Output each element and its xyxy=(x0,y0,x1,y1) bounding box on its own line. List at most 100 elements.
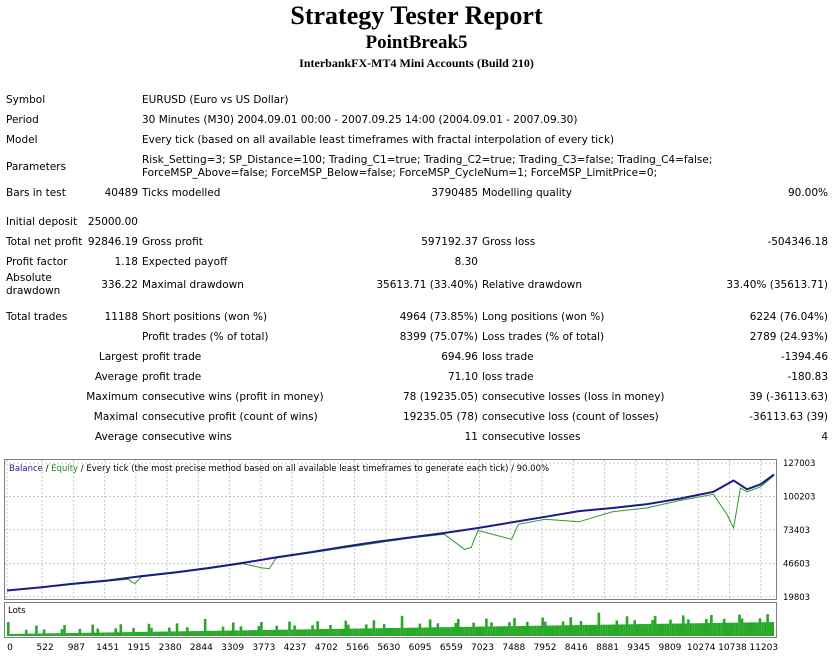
max-wins-label: consecutive wins (profit in money) xyxy=(142,391,324,403)
lots-bar xyxy=(449,627,452,636)
lots-bar xyxy=(242,630,245,636)
x-tick-label: 10738 xyxy=(718,643,747,653)
lots-bar xyxy=(750,622,754,636)
lots-bar xyxy=(265,629,268,636)
lots-bar xyxy=(730,622,734,636)
lots-bar xyxy=(147,623,151,636)
lots-bar xyxy=(55,633,59,636)
lots-bar xyxy=(70,633,74,636)
lots-bar xyxy=(469,626,473,636)
x-tick-label: 7023 xyxy=(471,643,494,653)
x-tick-label: 1915 xyxy=(127,643,150,653)
lots-bar xyxy=(740,618,744,636)
x-tick-label: 1451 xyxy=(96,643,119,653)
model-row: Model Every tick (based on all available… xyxy=(4,130,830,150)
reldd-value: 33.40% (35613.71) xyxy=(726,279,829,291)
x-tick-label: 6095 xyxy=(409,643,432,653)
average-profit-label: profit trade xyxy=(142,371,202,383)
lots-bar xyxy=(344,620,348,636)
lots-bar xyxy=(185,627,189,636)
chart-legend: Balance / Equity / Every tick (the most … xyxy=(9,464,549,474)
x-axis: 0 522 987 1451 1915 2380 2844 3309 3773 4237 4702 5… xyxy=(7,643,778,653)
lots-bar xyxy=(127,632,130,636)
lots-bar xyxy=(96,628,100,636)
lots-bar xyxy=(600,624,603,636)
lots-bar xyxy=(526,621,529,636)
lots-bar xyxy=(733,622,736,636)
trades-value: 11188 xyxy=(104,311,138,323)
lots-bar xyxy=(651,619,654,636)
lots-bar xyxy=(137,631,140,636)
deposit-row: Initial deposit 25000.00 xyxy=(4,212,830,232)
lots-bar xyxy=(679,623,683,636)
maximal-profit-label: consecutive profit (count of wins) xyxy=(142,411,318,423)
lots-label: Lots xyxy=(8,606,26,616)
row-label: Parameters xyxy=(6,160,67,173)
lots-bar xyxy=(513,618,516,636)
lots-bar xyxy=(104,632,107,636)
lots-bar xyxy=(175,623,179,636)
max-losses-label: consecutive losses (loss in money) xyxy=(482,391,665,403)
lots-bar xyxy=(656,623,659,636)
row-label: Profit factor xyxy=(6,256,68,268)
lots-bar xyxy=(42,629,46,636)
lots-bar xyxy=(623,624,626,636)
lots-bar xyxy=(83,632,87,636)
lots-bar xyxy=(9,633,13,636)
lots-bar xyxy=(142,631,146,636)
lots-bar xyxy=(707,623,711,636)
lots-bar xyxy=(464,626,468,636)
lots-bar xyxy=(334,628,337,636)
lots-bar xyxy=(577,625,580,636)
lots-bar xyxy=(433,627,437,636)
lots-bar xyxy=(132,628,135,636)
lots-bar xyxy=(666,623,670,636)
row-label: Bars in test xyxy=(6,187,66,199)
x-tick-label: 6559 xyxy=(440,643,463,653)
lots-bar xyxy=(65,633,69,636)
short-value: 4964 (73.85%) xyxy=(399,311,478,323)
lots-bar xyxy=(339,628,342,636)
lots-bar xyxy=(278,629,281,636)
lots-bar xyxy=(727,622,731,636)
x-tick-label: 3773 xyxy=(252,643,275,653)
lots-bar xyxy=(50,633,54,636)
lots-bar xyxy=(139,631,143,636)
lots-bar xyxy=(592,624,596,636)
lots-bar xyxy=(78,628,82,636)
lots-bar xyxy=(745,622,749,636)
lots-bar xyxy=(584,624,588,636)
lots-bar xyxy=(444,627,447,636)
lots-bar xyxy=(367,628,371,636)
chart-grid xyxy=(5,460,776,599)
lots-bar xyxy=(536,625,539,636)
lots-bar xyxy=(198,631,202,636)
x-tick-label: 987 xyxy=(68,643,85,653)
y-axis: 127003 100203 73403 46603 19803 xyxy=(783,459,815,603)
lots-bar xyxy=(699,623,703,636)
lots-bar xyxy=(116,632,120,636)
lots-bar xyxy=(487,626,491,636)
average-consecutive-row: Average consecutive wins 11 consecutive … xyxy=(4,427,830,447)
lots-bar xyxy=(612,624,616,636)
lots-bar xyxy=(630,624,634,636)
lots-bar xyxy=(543,621,547,636)
lots-bar xyxy=(47,633,51,636)
lots-bar xyxy=(595,624,598,636)
x-tick-label: 2844 xyxy=(190,643,213,653)
lots-bar xyxy=(753,622,757,636)
lots-bar xyxy=(226,630,230,636)
lots-bar xyxy=(505,626,509,636)
pfactor-value: 1.18 xyxy=(114,256,138,268)
lots-bar xyxy=(260,622,263,636)
lots-bar xyxy=(53,633,56,636)
lots-bar xyxy=(510,626,514,636)
long-value: 6224 (76.04%) xyxy=(749,311,829,323)
long-label: Long positions (won %) xyxy=(482,311,605,323)
summary-table: Symbol EURUSD (Euro vs US Dollar) Period… xyxy=(4,90,830,447)
lots-bar xyxy=(492,626,496,636)
x-tick-label: 5166 xyxy=(346,643,369,653)
lots-bar xyxy=(32,633,36,636)
lots-bar xyxy=(280,629,284,636)
lots-bar xyxy=(203,618,207,636)
